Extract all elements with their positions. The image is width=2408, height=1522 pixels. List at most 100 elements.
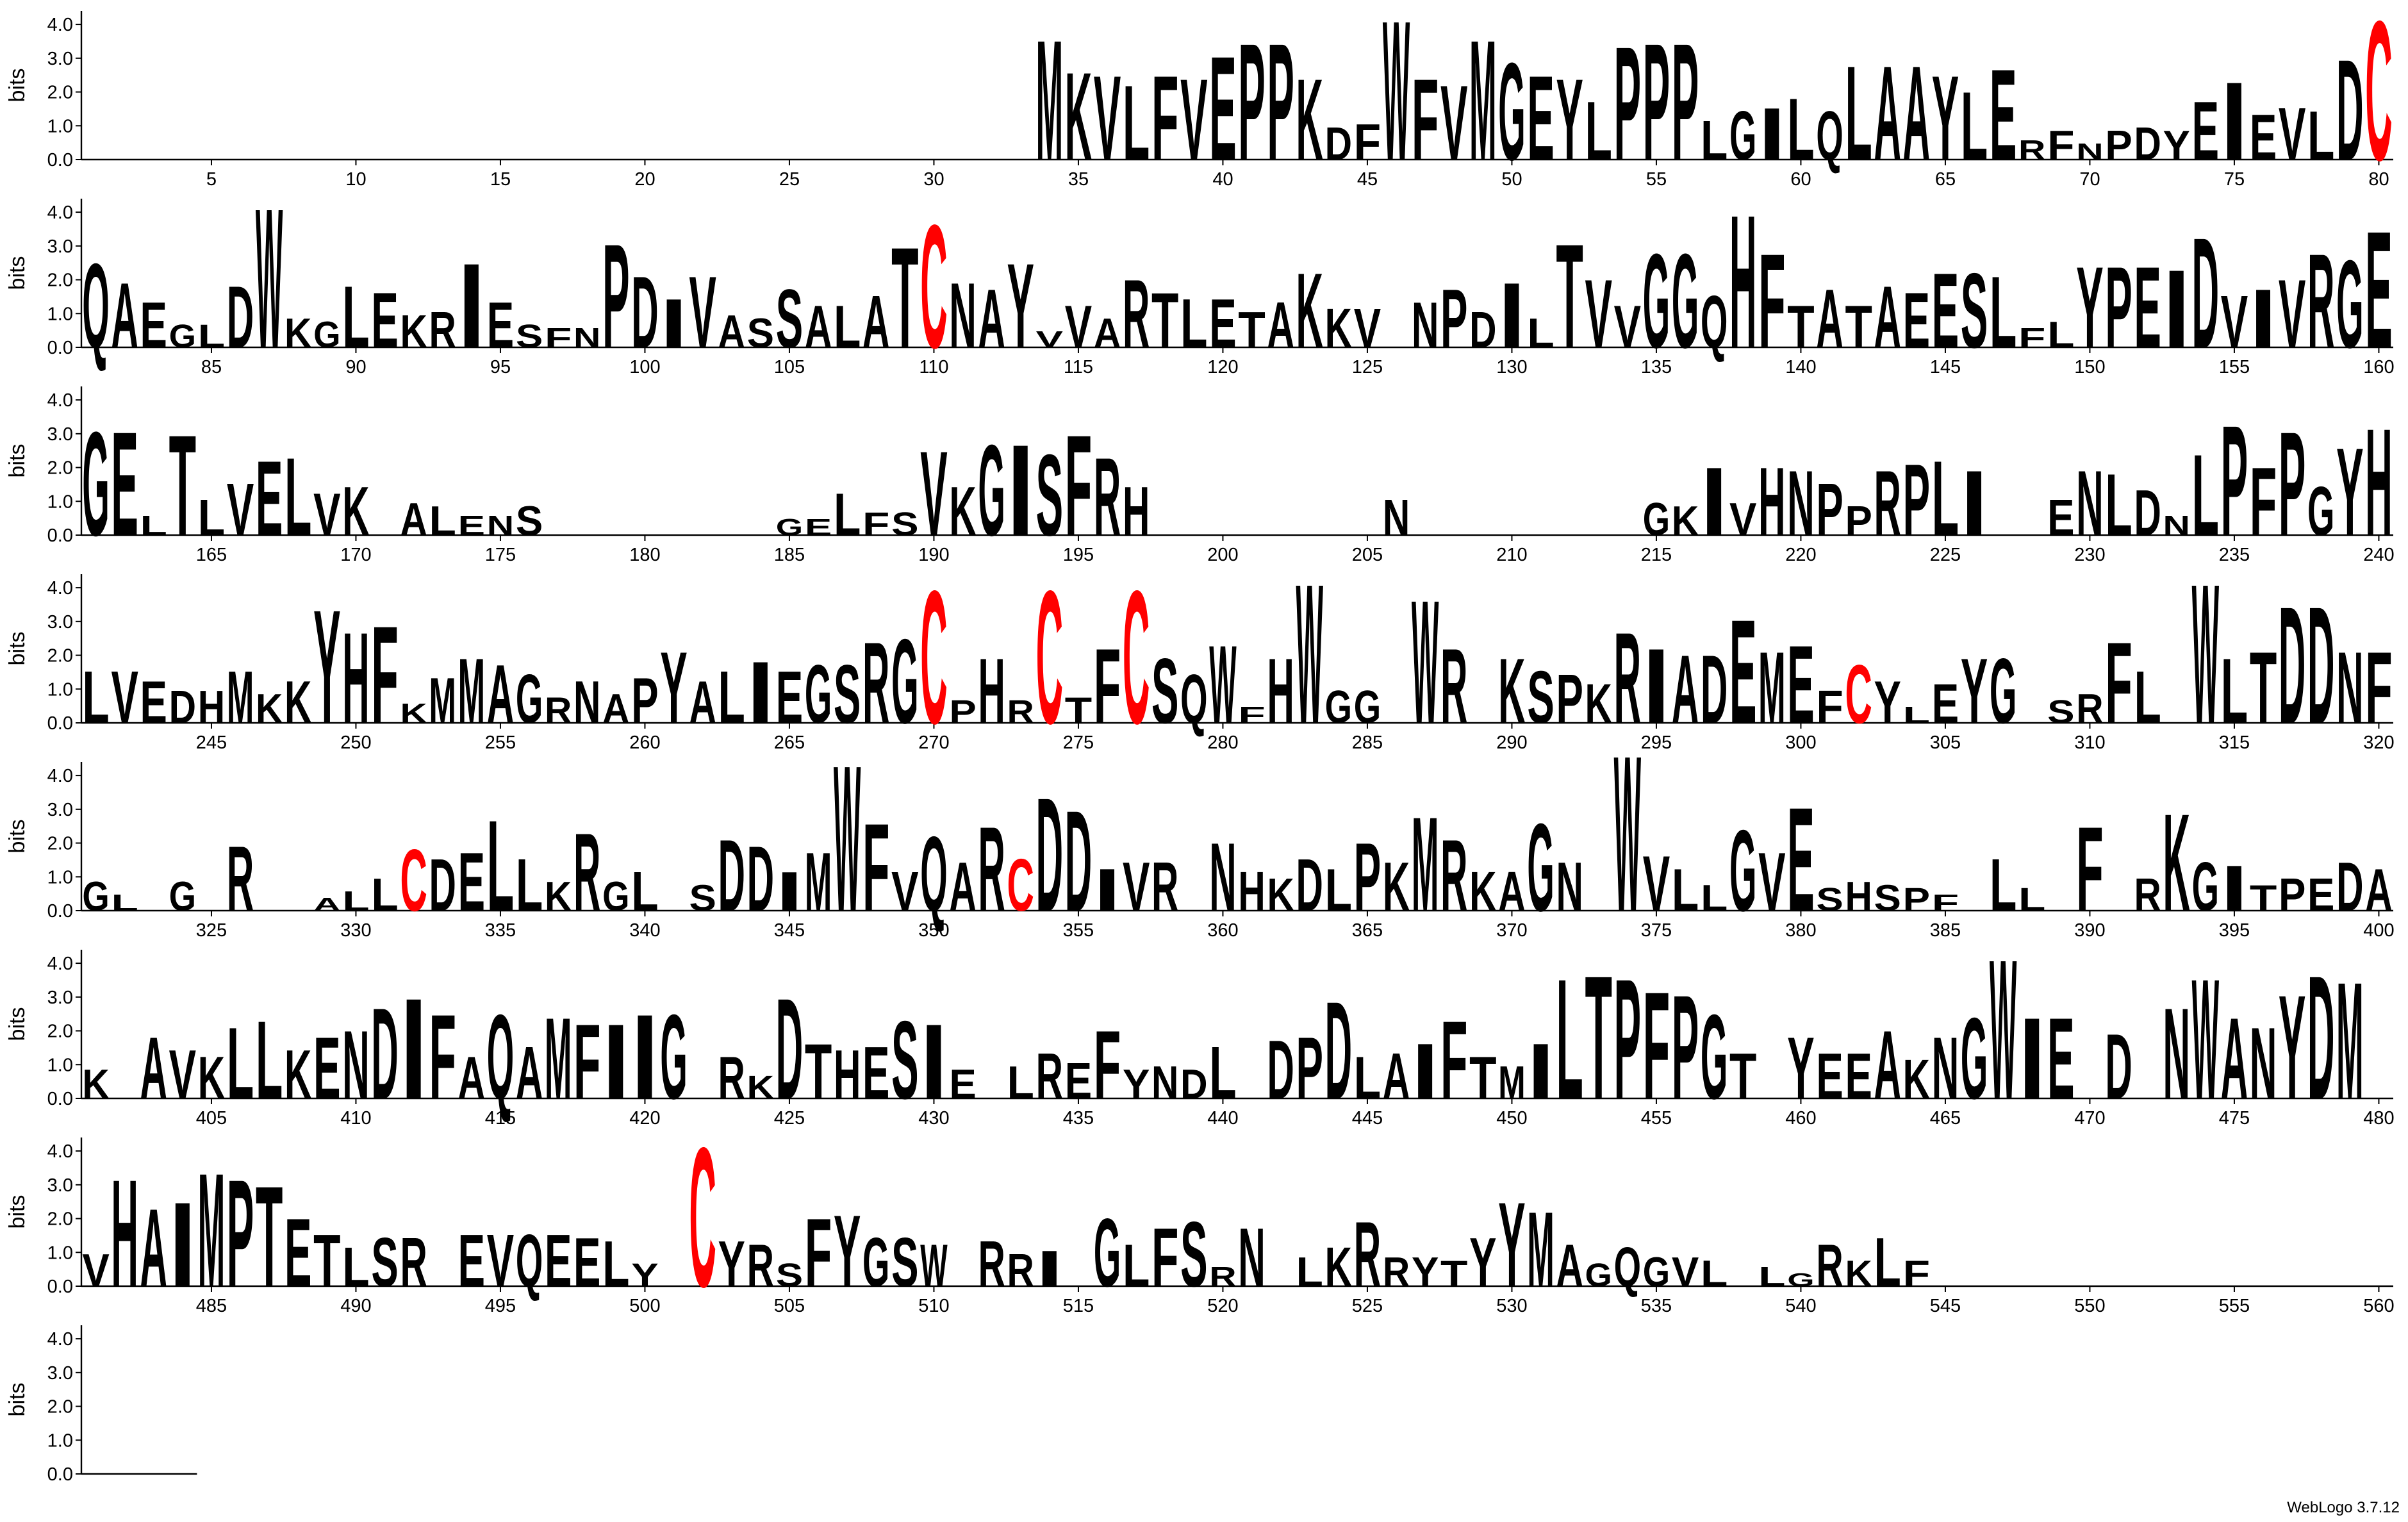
x-tick-label: 250 — [340, 732, 371, 753]
logo-letter: E — [1787, 623, 1814, 747]
logo-letter: M — [227, 656, 254, 738]
logo-letter: Y — [631, 1257, 658, 1293]
x-tick-label: 375 — [1641, 920, 1672, 941]
logo-letter: L — [1123, 64, 1150, 183]
x-tick-label: 515 — [1063, 1296, 1094, 1316]
logo-letter: Q — [82, 238, 109, 373]
logo-letter: D — [1267, 1023, 1294, 1116]
x-tick-label: 560 — [2363, 1296, 2394, 1316]
logo-letter: D — [227, 269, 254, 367]
logo-letter: E — [1787, 777, 1814, 942]
logo-letter: E — [1065, 1053, 1092, 1110]
logo-letter: L — [227, 1007, 254, 1121]
x-tick-label: 335 — [485, 920, 516, 941]
logo-letter: T — [805, 1027, 832, 1115]
logo-letter: F — [805, 1199, 832, 1307]
logo-letter: D — [2105, 1015, 2132, 1119]
logo-letter: Y — [1123, 1061, 1150, 1107]
x-tick-label: 320 — [2363, 732, 2394, 753]
y-tick-label: 1.0 — [47, 304, 73, 324]
x-tick-label: 405 — [196, 1108, 227, 1129]
logo-letter: V — [1614, 293, 1642, 361]
logo-letter: A — [1556, 1232, 1583, 1300]
logo-letter: E — [1729, 589, 1756, 754]
logo-letter: V — [82, 1245, 109, 1296]
logo-letter: N — [1238, 1211, 1265, 1304]
logo-letter: V — [2221, 280, 2248, 363]
y-tick-label: 1.0 — [47, 1430, 73, 1451]
y-tick-label: 2.0 — [47, 270, 73, 291]
x-tick-label: 10 — [345, 169, 366, 190]
logo-letter: K — [1845, 1253, 1872, 1294]
logo-letter: P — [1556, 661, 1583, 738]
logo-letter: N — [1209, 823, 1236, 932]
logo-letter: S — [1816, 881, 1843, 918]
logo-letter: T — [1440, 1253, 1467, 1294]
logo-letter: D — [2279, 572, 2305, 759]
x-tick-label: 115 — [1064, 357, 1093, 377]
x-tick-label: 385 — [1930, 920, 1961, 941]
logo-letter: G — [1729, 806, 1756, 936]
logo-letter: K — [82, 1061, 109, 1107]
y-tick-label: 0.0 — [47, 901, 73, 922]
x-tick-label: 180 — [629, 545, 660, 565]
logo-letter: E — [2250, 101, 2277, 174]
logo-letter: A — [1267, 289, 1294, 361]
logo-letter: M — [2336, 947, 2363, 1134]
logo-letter: A — [862, 280, 889, 363]
x-tick-label: 110 — [919, 357, 948, 377]
logo-letter: I — [2221, 60, 2248, 184]
logo-letter: N — [2163, 980, 2190, 1126]
x-tick-label: 230 — [2074, 545, 2105, 565]
logo-letter: M — [1036, 4, 1063, 196]
logo-letter: L — [198, 318, 225, 354]
logo-letter: A — [458, 1044, 485, 1112]
x-tick-label: 445 — [1352, 1108, 1383, 1129]
logo-letter: A — [400, 493, 427, 545]
logo-letter: P — [1440, 272, 1467, 365]
x-tick-label: 140 — [1785, 357, 1816, 377]
logo-letter: H — [1729, 176, 1756, 388]
logo-letter: D — [1036, 764, 1063, 945]
x-tick-label: 355 — [1063, 920, 1094, 941]
logo-letter: I — [747, 644, 774, 742]
logo-letter: G — [1643, 226, 1670, 376]
logo-letter: E — [2307, 869, 2334, 920]
logo-letter: V — [313, 481, 341, 549]
logo-letter: G — [862, 1224, 889, 1302]
logo-letter: T — [256, 1156, 283, 1317]
x-tick-label: 80 — [2368, 169, 2389, 190]
logo-letter: Y — [1469, 1224, 1496, 1302]
y-tick-label: 2.0 — [47, 834, 73, 854]
logo-letter: K — [1267, 869, 1294, 920]
x-tick-label: 20 — [634, 169, 655, 190]
x-tick-label: 330 — [340, 920, 371, 941]
logo-letter: E — [313, 1020, 340, 1118]
logo-letter: G — [1643, 493, 1670, 545]
logo-letter: I — [1036, 1241, 1063, 1298]
x-tick-label: 240 — [2363, 545, 2394, 565]
logo-letter: A — [1383, 1040, 1410, 1113]
logo-letter: Y — [2336, 422, 2363, 562]
logo-letter: L — [198, 490, 225, 547]
logo-letter: G — [1729, 97, 1756, 175]
logo-letter: K — [1296, 55, 1323, 185]
logo-letter: M — [1498, 1057, 1525, 1108]
x-tick-label: 5 — [206, 169, 217, 190]
logo-letter: M — [1758, 632, 1785, 745]
y-tick-label: 1.0 — [47, 1243, 73, 1263]
x-tick-label: 70 — [2079, 169, 2100, 190]
logo-letter: N — [1383, 490, 1410, 547]
logo-letter: G — [1643, 1248, 1670, 1295]
logo-letter: K — [747, 1069, 774, 1105]
x-tick-label: 520 — [1207, 1296, 1238, 1316]
logo-letter: E — [1903, 276, 1930, 364]
logo-letter: C — [920, 188, 947, 385]
x-tick-label: 50 — [1501, 169, 1522, 190]
logo-letter: M — [1469, 4, 1496, 196]
x-tick-label: 505 — [774, 1296, 805, 1316]
logo-letter: A — [1672, 636, 1699, 744]
y-tick-label: 0.0 — [47, 1089, 73, 1109]
logo-letter: W — [2192, 943, 2219, 1135]
y-axis-label: bits — [5, 632, 29, 666]
